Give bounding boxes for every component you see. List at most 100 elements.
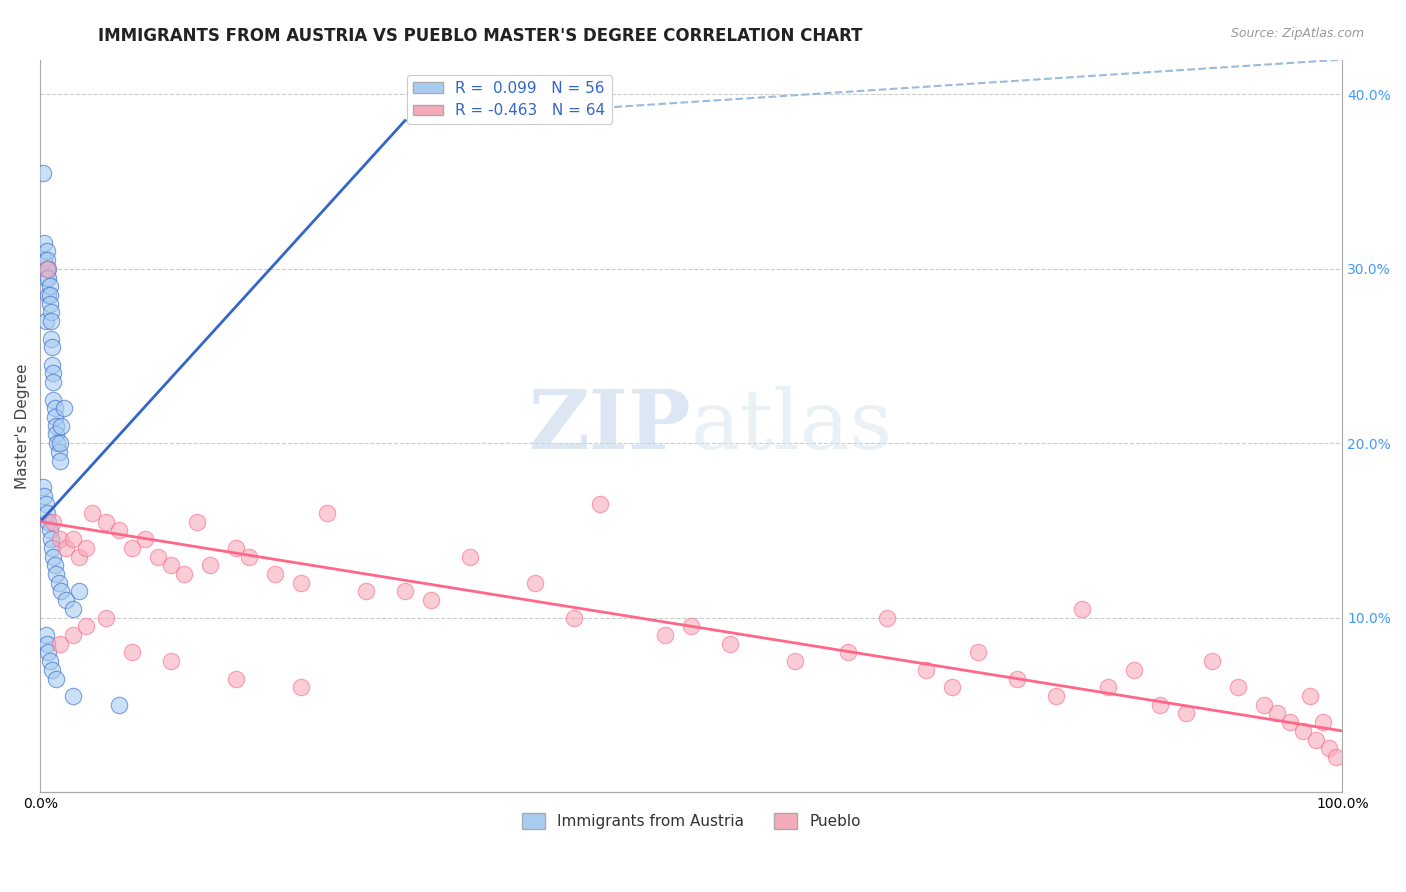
Point — [41, 541, 63, 555]
Point — [1097, 681, 1119, 695]
Point — [49, 453, 72, 467]
Point — [173, 566, 195, 581]
Point — [1149, 698, 1171, 712]
Point — [44, 558, 66, 573]
Point — [121, 645, 143, 659]
Point — [38, 288, 60, 302]
Point — [49, 637, 72, 651]
Point — [39, 305, 62, 319]
Point — [37, 261, 59, 276]
Point — [1070, 602, 1092, 616]
Point — [35, 637, 58, 651]
Text: IMMIGRANTS FROM AUSTRIA VS PUEBLO MASTER'S DEGREE CORRELATION CHART: IMMIGRANTS FROM AUSTRIA VS PUEBLO MASTER… — [98, 27, 863, 45]
Legend: Immigrants from Austria, Pueblo: Immigrants from Austria, Pueblo — [516, 807, 868, 836]
Point — [107, 524, 129, 538]
Point — [55, 541, 77, 555]
Point — [35, 261, 58, 276]
Point — [44, 401, 66, 416]
Point — [1279, 715, 1302, 730]
Point — [42, 549, 65, 564]
Point — [45, 427, 67, 442]
Point — [49, 436, 72, 450]
Point — [1201, 654, 1223, 668]
Point — [69, 549, 91, 564]
Point — [51, 418, 73, 433]
Point — [107, 698, 129, 712]
Point — [458, 549, 481, 564]
Point — [55, 593, 77, 607]
Point — [44, 410, 66, 425]
Point — [42, 392, 65, 407]
Point — [1299, 689, 1322, 703]
Point — [34, 497, 56, 511]
Point — [198, 558, 221, 573]
Point — [225, 672, 247, 686]
Point — [41, 663, 63, 677]
Point — [42, 515, 65, 529]
Point — [75, 619, 97, 633]
Point — [1324, 750, 1347, 764]
Point — [34, 314, 56, 328]
Point — [914, 663, 936, 677]
Point — [35, 506, 58, 520]
Point — [290, 681, 312, 695]
Point — [785, 654, 807, 668]
Point — [62, 532, 84, 546]
Point — [37, 270, 59, 285]
Point — [42, 367, 65, 381]
Point — [718, 637, 741, 651]
Point — [41, 340, 63, 354]
Point — [1305, 732, 1327, 747]
Point — [354, 584, 377, 599]
Point — [42, 375, 65, 389]
Point — [134, 532, 156, 546]
Point — [94, 610, 117, 624]
Point — [186, 515, 208, 529]
Point — [420, 593, 443, 607]
Point — [121, 541, 143, 555]
Point — [1123, 663, 1146, 677]
Point — [1265, 706, 1288, 721]
Point — [1317, 741, 1340, 756]
Point — [62, 602, 84, 616]
Point — [34, 489, 56, 503]
Point — [159, 558, 181, 573]
Text: atlas: atlas — [692, 385, 893, 466]
Point — [146, 549, 169, 564]
Point — [1005, 672, 1028, 686]
Point — [35, 244, 58, 259]
Point — [41, 358, 63, 372]
Point — [46, 436, 69, 450]
Point — [38, 654, 60, 668]
Point — [82, 506, 104, 520]
Point — [38, 279, 60, 293]
Point — [394, 584, 416, 599]
Text: Source: ZipAtlas.com: Source: ZipAtlas.com — [1230, 27, 1364, 40]
Point — [62, 689, 84, 703]
Point — [34, 270, 56, 285]
Point — [238, 549, 260, 564]
Point — [45, 418, 67, 433]
Point — [38, 524, 60, 538]
Point — [159, 654, 181, 668]
Point — [45, 566, 67, 581]
Point — [876, 610, 898, 624]
Point — [51, 584, 73, 599]
Point — [941, 681, 963, 695]
Point — [94, 515, 117, 529]
Point — [562, 610, 585, 624]
Point — [32, 166, 55, 180]
Point — [45, 672, 67, 686]
Point — [1253, 698, 1275, 712]
Text: ZIP: ZIP — [529, 385, 692, 466]
Point — [48, 445, 70, 459]
Point — [52, 401, 75, 416]
Point — [39, 532, 62, 546]
Point — [75, 541, 97, 555]
Point — [589, 497, 612, 511]
Point — [34, 253, 56, 268]
Y-axis label: Master's Degree: Master's Degree — [15, 363, 30, 489]
Point — [524, 575, 547, 590]
Point — [37, 288, 59, 302]
Point — [1312, 715, 1334, 730]
